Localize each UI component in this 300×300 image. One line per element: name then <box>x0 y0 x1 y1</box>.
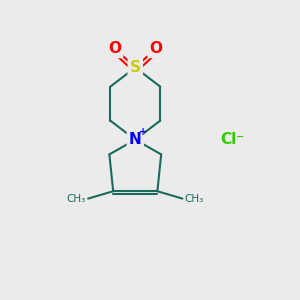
Text: S: S <box>130 60 141 75</box>
Text: CH₃: CH₃ <box>67 194 86 204</box>
Text: Cl⁻: Cl⁻ <box>220 132 244 147</box>
Text: N: N <box>129 132 142 147</box>
Text: O: O <box>149 41 162 56</box>
Text: CH₃: CH₃ <box>185 194 204 204</box>
Text: O: O <box>108 41 121 56</box>
Text: +: + <box>139 127 147 137</box>
